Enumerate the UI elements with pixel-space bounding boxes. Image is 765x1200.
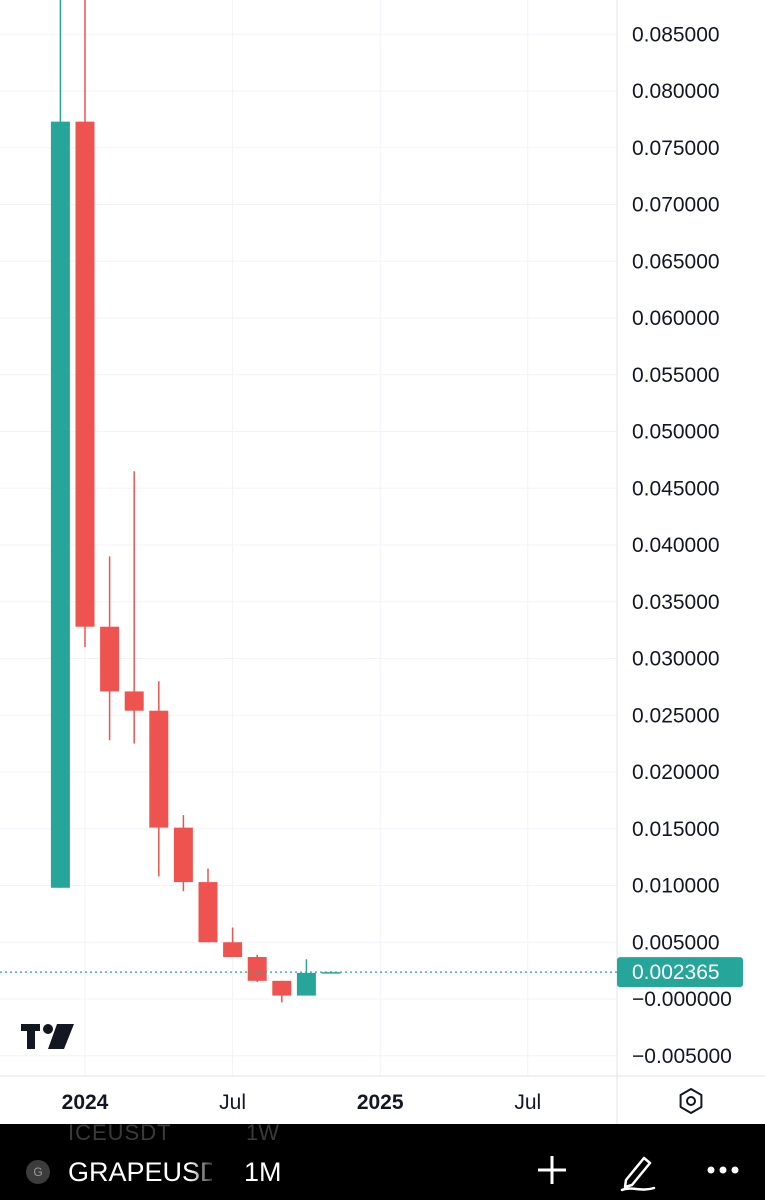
candle-body	[272, 980, 292, 996]
candle	[296, 959, 316, 996]
price-tick-label: 0.085000	[632, 23, 720, 46]
time-axis[interactable]: 2024 Jul 2025 Jul	[62, 1091, 542, 1114]
tradingview-logo-icon	[21, 1024, 74, 1049]
more-button[interactable]	[699, 1146, 747, 1194]
price-tick-label: 0.055000	[632, 364, 720, 387]
time-tick-label: 2024	[62, 1091, 109, 1114]
interval-button[interactable]: 1M	[244, 1157, 282, 1187]
symbol-name[interactable]: GRAPEUSDT	[68, 1157, 212, 1187]
candle-body	[173, 827, 193, 883]
time-tick-label: 2025	[357, 1091, 404, 1114]
price-tick-label: 0.065000	[632, 250, 720, 273]
price-tick-label: 0.060000	[632, 307, 720, 330]
candle	[223, 927, 243, 958]
price-tick-label: 0.010000	[632, 875, 720, 898]
more-icon	[707, 1166, 739, 1174]
previous-interval-ghost: 1W	[246, 1124, 279, 1145]
candle	[272, 980, 292, 1003]
price-tick-label: −0.005000	[632, 1045, 732, 1068]
candle-body	[296, 972, 316, 996]
symbol-badge[interactable]: G	[26, 1160, 50, 1184]
price-tick-label: 0.075000	[632, 137, 720, 160]
price-tick-label: 0.025000	[632, 704, 720, 727]
settings-icon[interactable]	[679, 1088, 703, 1114]
price-tick-label: 0.020000	[632, 761, 720, 784]
candle-body	[198, 882, 218, 943]
plus-icon	[538, 1156, 566, 1184]
candle-body	[321, 972, 341, 974]
candles	[50, 0, 341, 1003]
drawing-button[interactable]	[614, 1146, 662, 1194]
price-tick-label: 0.045000	[632, 477, 720, 500]
pen-icon	[620, 1156, 656, 1192]
time-tick-label: Jul	[219, 1091, 246, 1114]
last-price-marker: 0.002365	[617, 957, 743, 988]
price-tick-label: 0.015000	[632, 818, 720, 841]
price-tick-label: 0.030000	[632, 648, 720, 671]
price-tick-label: 0.035000	[632, 591, 720, 614]
candle-body	[223, 942, 243, 958]
price-tick-label: 0.005000	[632, 931, 720, 954]
candle-body	[100, 626, 120, 692]
candle-body	[247, 957, 267, 981]
candle-body	[124, 691, 144, 711]
price-tick-label: 0.050000	[632, 421, 720, 444]
candle-body	[149, 710, 169, 828]
symbol-fade	[190, 1152, 218, 1192]
candle	[149, 681, 169, 877]
candle	[247, 954, 267, 982]
last-price-label: 0.002365	[632, 961, 720, 984]
price-tick-label: 0.070000	[632, 194, 720, 217]
candle-body	[75, 121, 95, 627]
last-price-badge	[617, 957, 743, 988]
candle	[173, 815, 193, 892]
price-tick-label: −0.000000	[632, 988, 732, 1011]
candle	[75, 0, 95, 648]
chart-canvas[interactable]: 0.085000 0.080000 0.075000 0.070000 0.065000…	[0, 0, 765, 1124]
price-tick-label: 0.080000	[632, 80, 720, 103]
add-button[interactable]	[528, 1146, 576, 1194]
price-axis[interactable]: 0.085000 0.080000 0.075000 0.070000 0.065000…	[632, 23, 732, 1068]
candle	[124, 471, 144, 744]
previous-symbol-ghost: ICEUSDT	[68, 1124, 172, 1145]
candle-body	[50, 121, 70, 888]
bottom-toolbar: ICEUSDT 1W	[0, 1124, 765, 1200]
price-tick-label: 0.040000	[632, 534, 720, 557]
candle	[100, 556, 120, 741]
candle	[198, 868, 218, 943]
candle	[50, 0, 70, 888]
time-tick-label: Jul	[514, 1091, 541, 1114]
